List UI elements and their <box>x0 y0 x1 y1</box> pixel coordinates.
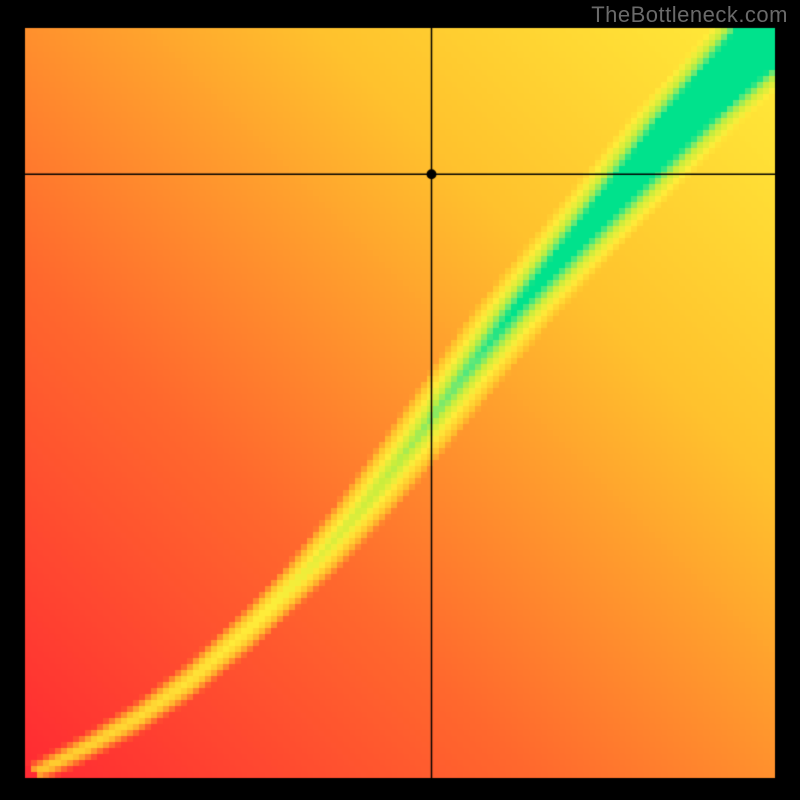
chart-container: TheBottleneck.com <box>0 0 800 800</box>
bottleneck-heatmap <box>0 0 800 800</box>
watermark-text: TheBottleneck.com <box>591 2 788 28</box>
